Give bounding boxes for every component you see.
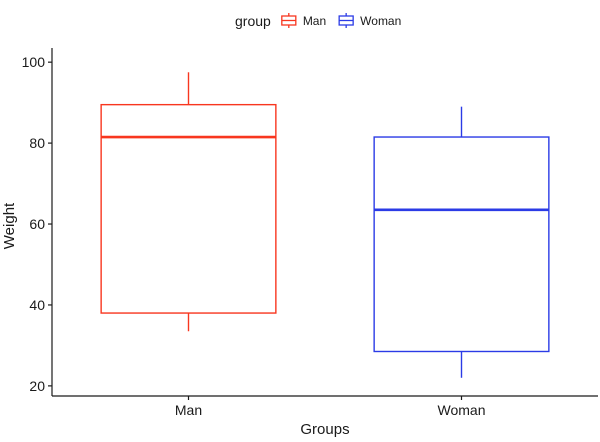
x-axis-title: Groups xyxy=(300,421,349,438)
legend-item-man: Man xyxy=(281,13,326,28)
y-tick-label: 20 xyxy=(29,378,45,394)
boxes xyxy=(100,72,550,378)
y-tick-label: 80 xyxy=(29,135,45,151)
iqr-box xyxy=(373,136,550,353)
x-tick-label: Woman xyxy=(438,402,486,418)
legend: group Man Woman xyxy=(235,13,401,29)
box-man xyxy=(100,72,277,332)
legend-label: Woman xyxy=(360,14,401,28)
legend-label: Man xyxy=(303,14,326,28)
iqr-box xyxy=(100,103,277,314)
axes: 20 40 60 80 100 Man Woman xyxy=(22,48,598,418)
legend-title: group xyxy=(235,13,271,29)
y-axis-title: Weight xyxy=(1,202,18,249)
legend-item-woman: Woman xyxy=(338,13,401,28)
y-tick-label: 60 xyxy=(29,216,45,232)
y-tick-label: 40 xyxy=(29,297,45,313)
y-tick-label: 100 xyxy=(22,54,46,70)
box-woman xyxy=(373,106,550,378)
x-tick-label: Man xyxy=(175,402,202,418)
